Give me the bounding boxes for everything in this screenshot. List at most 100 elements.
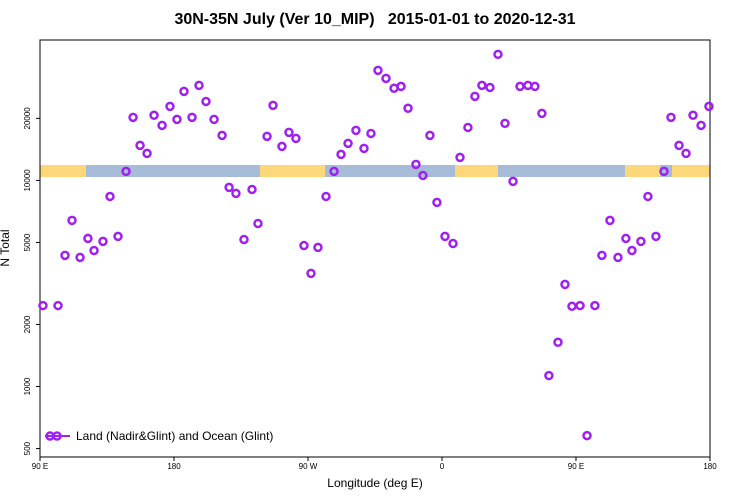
point [83,233,93,244]
point [508,176,518,187]
point [411,159,421,170]
point [268,100,278,111]
legend-label: Land (Nadir&Glint) and Ocean (Glint) [76,429,273,443]
point [89,245,99,256]
point [53,300,63,311]
point [172,114,182,125]
x-tick-label: 90 E [568,462,584,471]
point [359,143,369,154]
point [231,188,241,199]
legend-marker [52,431,62,441]
point [590,300,600,311]
point [515,81,525,92]
legend: Land (Nadir&Glint) and Ocean (Glint) [45,429,273,443]
point [165,101,175,112]
point [336,149,346,160]
x-tick-label: 180 [167,462,181,471]
point [575,300,585,311]
point [128,112,138,123]
point [329,166,339,177]
point [121,166,131,177]
point [500,118,510,129]
point [38,300,48,311]
point [553,337,563,347]
point [343,138,353,149]
point [537,108,547,119]
point [403,103,413,114]
point [418,170,428,181]
point [98,236,108,247]
point [321,191,331,202]
point [666,112,676,123]
point [253,218,263,229]
point [157,120,167,131]
point [681,148,691,159]
point [704,101,714,112]
point [530,81,540,92]
point [674,140,684,151]
point [651,231,661,242]
point [299,240,309,251]
x-tick-label: 90 W [299,462,318,471]
point [351,125,361,136]
y-tick-label: 20000 [23,107,32,130]
point [187,112,197,123]
point [440,231,450,242]
point [284,127,294,138]
point [567,301,577,312]
point [688,110,698,121]
point [425,130,435,141]
point [142,148,152,159]
x-tick-label: 180 [703,462,717,471]
y-axis-label: N Total [0,229,12,266]
y-tick-label: 2000 [23,315,32,333]
point [696,120,706,131]
point [291,133,301,144]
point [113,231,123,242]
point [277,141,287,152]
point [239,234,249,245]
x-tick-label: 90 E [32,462,48,471]
y-tick-label: 1000 [23,377,32,395]
point [209,114,219,125]
point [217,130,227,141]
point [597,250,607,261]
x-axis-label: Longitude (deg E) [327,476,422,490]
point [605,215,615,226]
point [627,245,637,256]
point [135,140,145,151]
point [194,80,204,91]
point [448,238,458,249]
point [477,80,487,91]
point [366,128,376,139]
y-tick-label: 5000 [23,233,32,251]
point [179,86,189,97]
point [582,430,592,441]
point [75,252,85,263]
point [493,49,503,60]
point [455,152,465,163]
point [381,73,391,84]
point [224,182,234,193]
point [613,252,623,263]
point [149,110,159,121]
chart-title: 30N-35N July (Ver 10_MIP) 2015-01-01 to … [174,11,575,28]
plot-frame [39,39,711,458]
point [306,268,316,279]
point [544,370,554,381]
point [201,96,211,107]
point [485,82,495,93]
point [67,215,77,226]
point [643,191,653,202]
point [470,91,480,102]
point [313,242,323,253]
point [396,81,406,92]
x-tick-label: 0 [440,462,445,471]
point [373,65,383,76]
point [636,236,646,247]
point [432,197,442,208]
point [560,279,570,290]
point [659,166,669,177]
point [621,233,631,244]
